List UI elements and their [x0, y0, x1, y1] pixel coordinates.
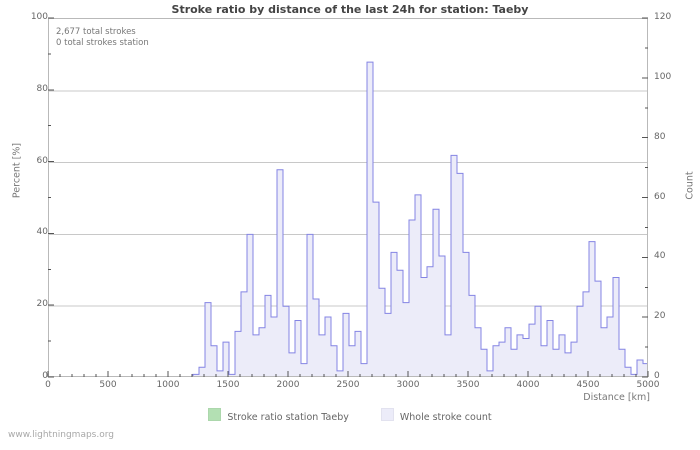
legend-label: Whole stroke count [399, 412, 492, 423]
x-tick-label: 500 [99, 380, 117, 390]
x-axis-label: Distance [km] [583, 392, 650, 403]
y-tick-label-left: 80 [36, 83, 48, 94]
y-tick-label-right: 40 [654, 251, 666, 262]
y-axis-label-left: Percent [%] [11, 142, 23, 199]
y-tick-label-right: 120 [654, 12, 672, 22]
annotation-total-strokes-station: 0 total strokes station [56, 38, 149, 48]
x-tick-label: 3500 [456, 380, 480, 390]
x-tick-label: 4000 [516, 380, 540, 390]
chart-title: Stroke ratio by distance of the last 24h… [171, 3, 529, 16]
legend-swatch-icon [208, 408, 222, 421]
x-tick-label: 4500 [576, 380, 600, 390]
y-tick-label-right: 100 [654, 71, 672, 82]
y-tick-label-right: 60 [654, 191, 666, 202]
legend-swatch-icon [380, 408, 394, 421]
y-tick-label-right: 20 [654, 311, 666, 322]
x-tick-label: 3000 [396, 380, 420, 390]
chart-legend: Stroke ratio station Taeby Whole stroke c… [0, 408, 700, 423]
y-axis-label-right: Count [684, 171, 696, 200]
legend-label: Stroke ratio station Taeby [227, 412, 349, 423]
legend-item[interactable]: Whole stroke count [380, 408, 492, 423]
y-tick-label-left: 20 [36, 299, 48, 310]
x-tick-label: 1500 [216, 380, 240, 390]
y-tick-label-right: 0 [654, 371, 660, 381]
y-tick-label-left: 40 [36, 227, 48, 238]
y-tick-label-left: 100 [30, 12, 48, 22]
x-tick-label: 1000 [156, 380, 180, 390]
x-tick-label: 0 [45, 380, 51, 390]
y-tick-label-left: 0 [42, 371, 48, 381]
x-tick-label: 2500 [336, 380, 360, 390]
x-tick-label: 5000 [636, 380, 660, 390]
plot-inner [49, 19, 647, 376]
annotation-box: 2,677 total strokes 0 total strokes stat… [56, 27, 149, 49]
series-whole-stroke-count [192, 61, 647, 376]
footer-watermark: www.lightningmaps.org [8, 430, 114, 440]
x-tick-label: 2000 [276, 380, 300, 390]
plot-area [48, 18, 648, 377]
legend-item[interactable]: Stroke ratio station Taeby [208, 408, 349, 423]
y-tick-label-right: 80 [654, 131, 666, 142]
y-tick-label-left: 60 [36, 155, 48, 166]
gridlines [49, 90, 647, 307]
annotation-total-strokes: 2,677 total strokes [56, 27, 136, 37]
